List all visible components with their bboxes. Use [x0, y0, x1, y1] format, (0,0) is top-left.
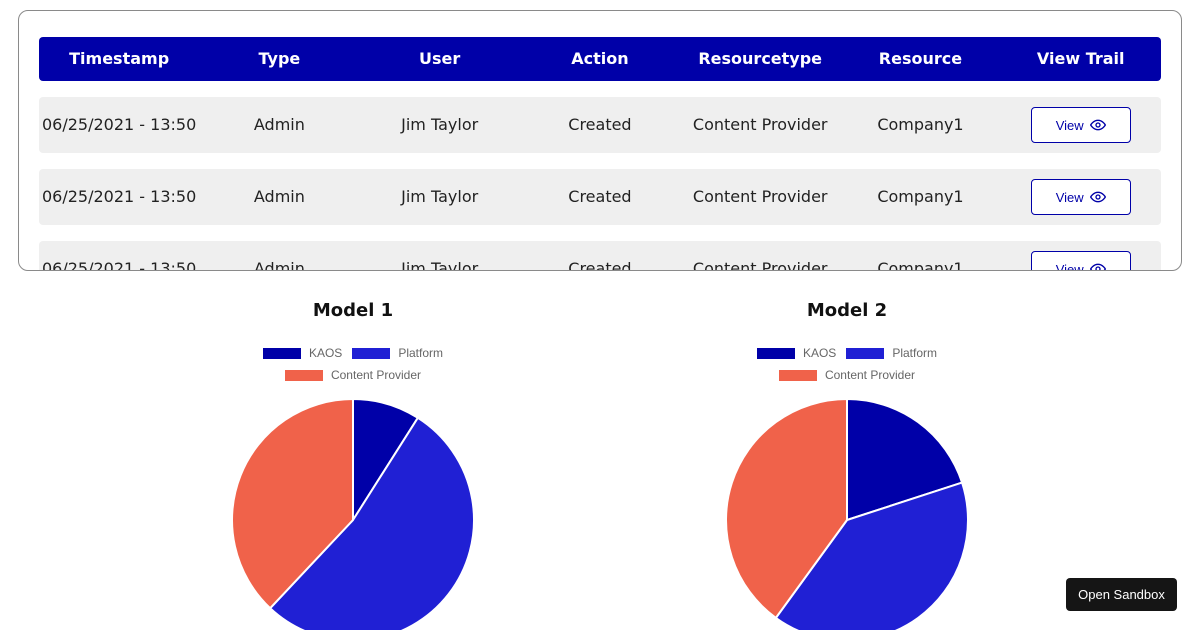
row-user: Jim Taylor	[401, 259, 479, 271]
row-resourcetype: Content Provider	[692, 187, 828, 206]
audit-table-card[interactable]: Timestamp Type User Action Resourcetype …	[18, 10, 1182, 271]
row-view-cell: View	[1001, 179, 1161, 215]
chart-title: Model 2	[806, 300, 888, 321]
row-action: Created	[568, 115, 632, 134]
legend-swatch	[284, 369, 323, 381]
legend-label: KAOS	[308, 346, 343, 360]
row-view-cell: View	[1001, 251, 1161, 271]
row-timestamp: 06/25/2021 - 13:50	[41, 115, 197, 134]
legend-label: Platform	[892, 346, 938, 360]
legend-label: KAOS	[802, 346, 837, 360]
row-timestamp: 06/25/2021 - 13:50	[41, 259, 197, 271]
legend-item-kaos[interactable]: KAOS	[262, 346, 343, 360]
row-resource: Company1	[877, 259, 964, 271]
table-row: 06/25/2021 - 13:50 Admin Jim Taylor Crea…	[39, 241, 1161, 271]
legend-swatch	[846, 347, 885, 359]
row-user: Jim Taylor	[401, 115, 479, 134]
pie-slice-content-provider[interactable]	[725, 397, 848, 620]
pie-slice-platform[interactable]	[268, 416, 475, 630]
row-action: Created	[568, 259, 632, 271]
view-button-label: View	[1055, 189, 1084, 205]
pie-chart	[725, 397, 969, 630]
row-type: Admin	[253, 259, 305, 271]
header-action[interactable]: Action	[571, 49, 629, 68]
eye-icon	[1089, 191, 1106, 203]
eye-icon	[1089, 119, 1106, 131]
audit-table: Timestamp Type User Action Resourcetype …	[39, 37, 1161, 271]
legend-swatch	[262, 347, 301, 359]
header-type[interactable]: Type	[258, 49, 301, 68]
header-resourcetype[interactable]: Resourcetype	[698, 49, 823, 68]
table-header: Timestamp Type User Action Resourcetype …	[39, 37, 1161, 81]
chart-title: Model 1	[312, 300, 394, 321]
legend-item-content-provider[interactable]: Content Provider	[778, 368, 916, 382]
row-action: Created	[568, 187, 632, 206]
row-type: Admin	[253, 115, 305, 134]
chart-legend: KAOS Platform Content Provider	[243, 346, 463, 382]
view-trail-button[interactable]: View	[1030, 107, 1131, 143]
legend-item-content-provider[interactable]: Content Provider	[284, 368, 422, 382]
header-user[interactable]: User	[419, 49, 461, 68]
open-sandbox-button[interactable]: Open Sandbox	[1066, 578, 1177, 611]
table-row: 06/25/2021 - 13:50 Admin Jim Taylor Crea…	[39, 97, 1161, 153]
legend-item-kaos[interactable]: KAOS	[756, 346, 837, 360]
eye-icon	[1089, 263, 1106, 270]
view-trail-button[interactable]: View	[1030, 179, 1131, 215]
chart-legend: KAOS Platform Content Provider	[737, 346, 957, 382]
pie-slice-platform[interactable]	[774, 481, 969, 630]
row-resourcetype: Content Provider	[692, 115, 828, 134]
row-resource: Company1	[877, 187, 964, 206]
legend-swatch	[352, 347, 391, 359]
view-button-label: View	[1055, 261, 1084, 271]
row-resourcetype: Content Provider	[692, 259, 828, 271]
chart-model-2: Model 2 KAOS Platform Content Provider	[667, 296, 1027, 630]
legend-label: Platform	[398, 346, 444, 360]
legend-swatch	[778, 369, 817, 381]
table-row: 06/25/2021 - 13:50 Admin Jim Taylor Crea…	[39, 169, 1161, 225]
header-resource[interactable]: Resource	[878, 49, 963, 68]
legend-label: Content Provider	[330, 368, 422, 382]
view-button-label: View	[1055, 117, 1084, 133]
header-timestamp[interactable]: Timestamp	[69, 49, 170, 68]
pie-slice-kaos[interactable]	[846, 397, 964, 522]
row-user: Jim Taylor	[401, 187, 479, 206]
pie-chart	[231, 397, 475, 630]
legend-swatch	[756, 347, 795, 359]
pie-slice-content-provider[interactable]	[231, 397, 354, 610]
row-timestamp: 06/25/2021 - 13:50	[41, 187, 197, 206]
legend-item-platform[interactable]: Platform	[846, 346, 937, 360]
header-view-trail: View Trail	[1036, 49, 1125, 68]
legend-label: Content Provider	[824, 368, 916, 382]
chart-model-1: Model 1 KAOS Platform Content Provider	[173, 296, 533, 630]
row-view-cell: View	[1001, 107, 1161, 143]
legend-item-platform[interactable]: Platform	[352, 346, 443, 360]
row-type: Admin	[253, 187, 305, 206]
row-resource: Company1	[877, 115, 964, 134]
view-trail-button[interactable]: View	[1030, 251, 1131, 271]
